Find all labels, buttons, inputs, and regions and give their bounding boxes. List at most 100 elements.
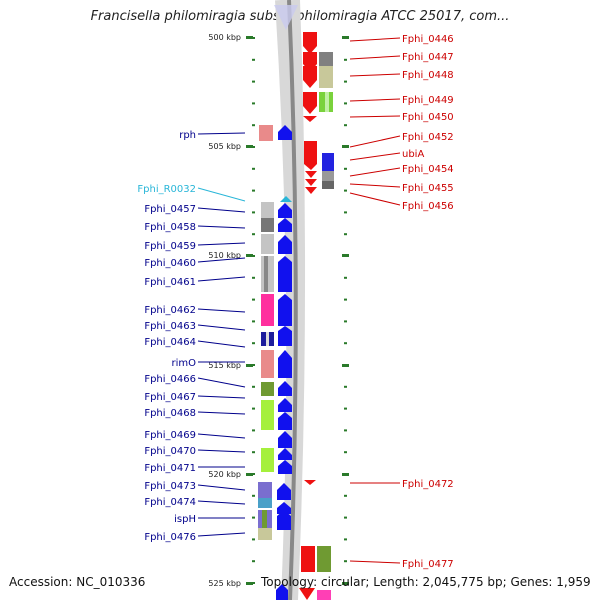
gene-label: ubiA — [402, 149, 424, 160]
gene-label: Fphi_0448 — [402, 70, 454, 81]
gene-label: Fphi_0472 — [402, 479, 454, 490]
scale-ticks: 500 kbp 505 kbp 510 kbp 515 kbp 520 kbp 525 k… — [208, 33, 349, 588]
minor-tick-right — [344, 342, 347, 345]
gene-arrow — [278, 448, 292, 460]
minor-tick-right — [344, 189, 347, 192]
label-leader-line — [349, 183, 401, 188]
gene-arrow — [305, 187, 317, 194]
minor-tick-right — [344, 407, 347, 410]
label-leader-line — [349, 55, 401, 60]
label-leader-line — [349, 135, 401, 148]
cog-box — [259, 125, 273, 141]
major-tick-left — [246, 36, 253, 39]
reverse-strand-features — [258, 125, 292, 600]
label-leader-line — [349, 167, 401, 177]
cog-box — [261, 234, 274, 254]
gene-arrow — [303, 116, 317, 122]
minor-tick-left — [252, 211, 255, 214]
cog-box — [258, 482, 272, 498]
minor-tick-left — [252, 473, 255, 475]
minor-tick-left — [252, 146, 255, 148]
gene-arrow — [277, 510, 291, 530]
cog-box — [261, 294, 274, 326]
gene-arrow — [278, 398, 292, 412]
gene-arrow — [304, 480, 316, 485]
label-leader-line — [197, 308, 246, 313]
cog-box — [261, 382, 274, 396]
label-leader-line — [349, 37, 401, 42]
minor-tick-left — [252, 429, 255, 432]
minor-tick-left — [252, 407, 255, 410]
minor-tick-left — [252, 538, 255, 541]
label-leader-line — [197, 207, 246, 213]
gene-label: Fphi_0477 — [402, 559, 454, 570]
cog-box — [319, 52, 333, 66]
minor-tick-right — [344, 385, 347, 388]
cog-box — [261, 448, 274, 472]
gene-label: Fphi_0466 — [144, 374, 196, 385]
major-tick-right — [342, 473, 349, 476]
gene-arrow — [299, 588, 315, 600]
gene-label: Fphi_0458 — [144, 222, 196, 233]
gene-arrow — [278, 431, 292, 448]
cog-box — [261, 218, 274, 232]
major-tick-right — [342, 254, 349, 257]
cog-box — [261, 202, 274, 218]
minor-tick-right — [344, 429, 347, 432]
minor-tick-right — [344, 167, 347, 170]
major-tick-left — [246, 364, 253, 367]
gene-arrow — [303, 32, 317, 54]
label-leader-line — [349, 152, 401, 161]
gene-label: Fphi_0446 — [402, 34, 454, 45]
scale-label: 500 kbp — [208, 33, 241, 42]
minor-tick-left — [252, 560, 255, 563]
minor-tick-left — [252, 167, 255, 170]
gene-label: rimO — [171, 358, 196, 369]
cog-box — [317, 546, 331, 572]
major-tick-left — [246, 473, 253, 476]
gene-label: Fphi_0467 — [144, 392, 196, 403]
label-leader-line — [349, 98, 401, 102]
minor-tick-right — [344, 58, 347, 61]
cog-box — [261, 400, 274, 430]
major-tick-left — [246, 582, 253, 585]
gene-arrow — [305, 179, 317, 186]
gene-label: Fphi_0462 — [144, 305, 196, 316]
minor-tick-left — [252, 342, 255, 345]
gene-arrow — [304, 141, 317, 170]
gene-arrow — [277, 502, 291, 514]
label-leader-line — [197, 411, 246, 415]
left-gene-labels: rph Fphi_R0032 Fphi_0457 Fphi_0458 Fphi_0459… — [137, 130, 246, 543]
gene-label: Fphi_0450 — [402, 112, 454, 123]
minor-tick-left — [252, 80, 255, 83]
gene-label: Fphi_0457 — [144, 204, 196, 215]
minor-tick-right — [344, 80, 347, 83]
minor-tick-right — [344, 276, 347, 279]
scale-label: 505 kbp — [208, 142, 241, 151]
minor-tick-left — [252, 58, 255, 61]
major-tick-right — [342, 582, 349, 585]
minor-tick-left — [252, 385, 255, 388]
minor-tick-left — [252, 255, 255, 257]
gene-label: Fphi_0455 — [402, 183, 454, 194]
gene-label: Fphi_0463 — [144, 321, 196, 332]
major-tick-right — [342, 36, 349, 39]
scale-label: 515 kbp — [208, 361, 241, 370]
label-leader-line — [197, 324, 246, 331]
label-leader-line — [197, 340, 246, 348]
gene-arrow — [278, 218, 292, 232]
minor-tick-left — [252, 451, 255, 454]
major-tick-left — [246, 145, 253, 148]
gene-arrow — [303, 66, 317, 88]
gene-arrow — [278, 256, 292, 292]
label-leader-line — [197, 395, 246, 399]
gene-label: Fphi_0452 — [402, 132, 454, 143]
cog-box — [258, 528, 272, 540]
gene-label: Fphi_0456 — [402, 201, 454, 212]
cog-box — [322, 171, 334, 181]
gene-arrow — [278, 460, 292, 474]
major-tick-right — [342, 364, 349, 367]
label-leader-line — [349, 192, 401, 206]
label-leader-line — [197, 257, 246, 263]
